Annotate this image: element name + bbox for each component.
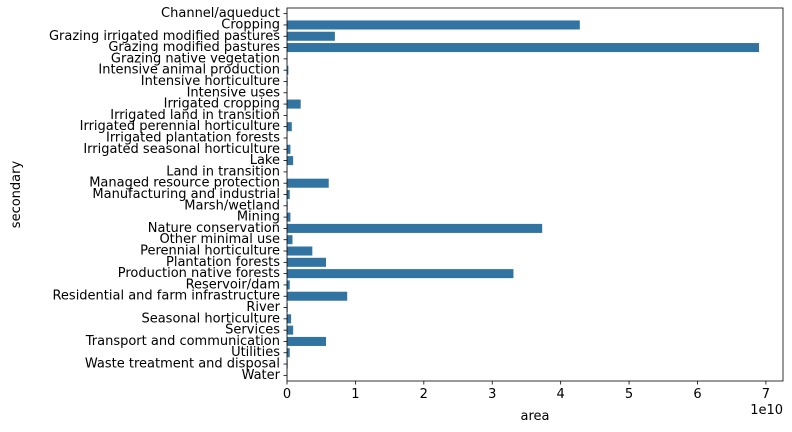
bar xyxy=(287,156,294,166)
y-axis-label: secondary xyxy=(9,161,24,229)
y-tick-label: Seasonal horticulture xyxy=(141,311,280,326)
x-axis-ticks: 0 1 2 3 4 5 6 7 xyxy=(283,381,770,402)
y-tick-label: Services xyxy=(225,323,280,338)
x-tick-label: 2 xyxy=(420,387,428,402)
bar xyxy=(287,144,291,154)
bar xyxy=(287,65,289,75)
bars-group xyxy=(287,9,760,380)
y-tick-label: Grazing modified pastures xyxy=(108,40,280,55)
y-tick-label: Mining xyxy=(237,210,280,225)
y-tick-label: Production native forests xyxy=(118,266,280,281)
y-tick-label: Waste treatment and disposal xyxy=(85,357,280,372)
y-tick-label: Irrigated cropping xyxy=(164,97,280,112)
y-tick-label: Plantation forests xyxy=(166,255,280,270)
y-tick-label: Irrigated plantation forests xyxy=(106,130,280,145)
y-tick-label: Other minimal use xyxy=(159,232,280,247)
y-tick-label: Nature conservation xyxy=(148,221,280,236)
y-tick-label: River xyxy=(246,300,280,315)
bar xyxy=(287,223,543,233)
y-tick-label: Transport and communication xyxy=(85,334,280,349)
bar xyxy=(287,178,329,188)
x-tick-label: 5 xyxy=(625,387,633,402)
bar xyxy=(287,325,294,335)
bar xyxy=(287,20,580,30)
x-axis-offset-label: 1e10 xyxy=(750,403,783,418)
bar xyxy=(287,280,290,290)
bar xyxy=(287,336,326,346)
x-tick-label: 6 xyxy=(693,387,701,402)
bar xyxy=(287,348,290,358)
bar xyxy=(287,314,292,324)
y-tick-label: Irrigated perennial horticulture xyxy=(80,119,280,134)
y-tick-label: Land in transition xyxy=(166,164,280,179)
y-tick-label: Irrigated seasonal horticulture xyxy=(83,142,280,157)
bar xyxy=(287,246,313,256)
bar xyxy=(287,212,291,222)
x-axis-label: area xyxy=(521,409,550,424)
bar xyxy=(287,122,292,132)
y-tick-label: Lake xyxy=(250,153,280,168)
y-tick-label: Intensive animal production xyxy=(98,63,280,78)
y-tick-label: Intensive horticulture xyxy=(141,74,280,89)
bar xyxy=(287,43,760,53)
y-tick-label: Intensive uses xyxy=(187,85,281,100)
bar xyxy=(287,99,301,109)
bar xyxy=(287,291,348,301)
x-tick-label: 7 xyxy=(762,387,770,402)
y-tick-label: Manufacturing and industrial xyxy=(92,187,280,202)
y-tick-label: Grazing native vegetation xyxy=(111,51,280,66)
x-tick-label: 1 xyxy=(351,387,359,402)
y-tick-label: Residential and farm infrastructure xyxy=(52,289,280,304)
y-tick-label: Reservoir/dam xyxy=(186,277,280,292)
y-tick-label: Water xyxy=(242,368,281,383)
bar xyxy=(287,31,335,41)
bar xyxy=(287,235,293,245)
y-tick-label: Cropping xyxy=(221,17,280,32)
x-tick-label: 0 xyxy=(283,387,291,402)
x-tick-label: 4 xyxy=(557,387,565,402)
y-tick-label: Irrigated land in transition xyxy=(110,108,280,123)
y-tick-label: Channel/aqueduct xyxy=(161,6,280,21)
x-tick-label: 3 xyxy=(488,387,496,402)
y-tick-label: Perennial horticulture xyxy=(140,244,280,259)
bar xyxy=(287,189,290,200)
y-tick-label: Grazing irrigated modified pastures xyxy=(49,29,280,44)
plot-frame xyxy=(286,7,784,382)
y-tick-label: Managed resource protection xyxy=(89,176,280,191)
bar xyxy=(287,269,514,279)
y-tick-label: Utilities xyxy=(231,345,280,360)
y-tick-label: Marsh/wetland xyxy=(184,198,280,213)
bar xyxy=(287,257,326,267)
